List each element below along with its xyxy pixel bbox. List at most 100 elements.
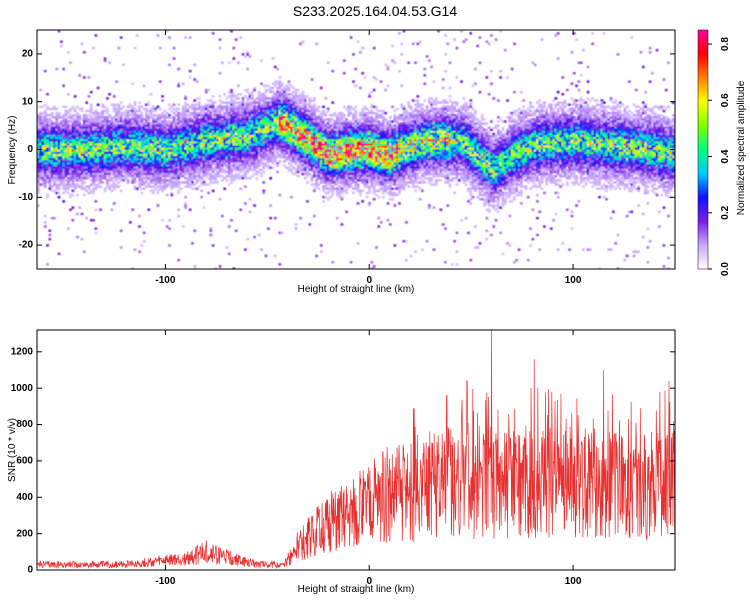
- heatmap-cell: [60, 172, 63, 176]
- heatmap-cell: [117, 120, 121, 123]
- heatmap-cell: [198, 141, 201, 144]
- heatmap-cell: [177, 214, 180, 218]
- heatmap-cell: [46, 168, 49, 172]
- heatmap-cell: [260, 128, 263, 132]
- heatmap-cell: [225, 124, 229, 127]
- heatmap-cell: [186, 181, 190, 184]
- heatmap-cell: [62, 160, 65, 163]
- heatmap-cell: [324, 141, 328, 144]
- heatmap-cell: [216, 137, 220, 140]
- heatmap-cell: [92, 189, 95, 193]
- heatmap-cell: [227, 109, 231, 113]
- heatmap-cell: [216, 139, 220, 142]
- heatmap-cell: [317, 149, 321, 153]
- heatmap-cell: [76, 153, 79, 157]
- heatmap-cell: [131, 143, 134, 146]
- heatmap-cell: [296, 158, 300, 161]
- heatmap-cell: [262, 158, 266, 161]
- heatmap-cell: [43, 181, 47, 184]
- heatmap-cell: [299, 42, 302, 46]
- heatmap-cell: [255, 132, 259, 136]
- heatmap-cell: [126, 147, 130, 151]
- heatmap-cell: [99, 120, 102, 123]
- heatmap-cell: [234, 156, 238, 159]
- heatmap-cell: [145, 124, 148, 127]
- heatmap-cell: [262, 164, 266, 167]
- heatmap-cell: [324, 195, 328, 199]
- heatmap-cell: [92, 170, 95, 174]
- heatmap-cell: [253, 128, 256, 132]
- heatmap-cell: [253, 204, 256, 207]
- heatmap-cell: [103, 137, 107, 140]
- heatmap-cell: [188, 156, 192, 159]
- heatmap-cell: [62, 168, 65, 172]
- heatmap-cell: [278, 90, 282, 94]
- heatmap-cell: [83, 126, 86, 130]
- heatmap-cell: [287, 95, 291, 98]
- heatmap-cell: [133, 170, 137, 174]
- heatmap-cell: [225, 137, 229, 140]
- heatmap-cell: [133, 141, 137, 144]
- heatmap-cell: [46, 107, 49, 111]
- heatmap-cell: [214, 101, 217, 104]
- heatmap-cell: [106, 153, 109, 157]
- heatmap-cell: [154, 181, 157, 184]
- heatmap-cell: [246, 151, 249, 155]
- heatmap-cell: [253, 158, 256, 161]
- heatmap-cell: [147, 139, 151, 142]
- heatmap-cell: [244, 105, 247, 109]
- heatmap-cell: [209, 172, 213, 176]
- heatmap-cell: [60, 149, 63, 153]
- heatmap-cell: [211, 122, 215, 125]
- heatmap-cell: [287, 107, 291, 111]
- heatmap-cell: [99, 135, 102, 138]
- heatmap-cell: [324, 132, 328, 136]
- heatmap-cell: [184, 105, 187, 109]
- heatmap-cell: [147, 166, 151, 169]
- heatmap-cell: [80, 162, 84, 165]
- heatmap-cell: [310, 116, 314, 119]
- heatmap-cell: [92, 126, 95, 130]
- heatmap-cell: [87, 162, 91, 165]
- heatmap-cell: [66, 93, 70, 96]
- heatmap-cell: [78, 206, 82, 209]
- figure-title: S233.2025.164.04.53.G14: [293, 3, 457, 19]
- heatmap-cell: [326, 198, 330, 201]
- heatmap-cell: [76, 166, 79, 169]
- heatmap-cell: [170, 132, 174, 136]
- heatmap-cell: [60, 137, 63, 140]
- heatmap-cell: [131, 147, 134, 151]
- heatmap-cell: [326, 151, 330, 155]
- heatmap-cell: [204, 103, 208, 106]
- heatmap-cell: [214, 162, 217, 165]
- heatmap-cell: [230, 219, 233, 222]
- heatmap-cell: [202, 160, 206, 163]
- heatmap-cell: [301, 153, 305, 157]
- heatmap-cell: [225, 170, 229, 174]
- heatmap-cell: [175, 128, 178, 132]
- heatmap-cell: [280, 111, 284, 115]
- heatmap-cell: [149, 151, 153, 155]
- heatmap-cell: [248, 145, 252, 148]
- heatmap-cell: [241, 162, 245, 165]
- heatmap-cell: [145, 111, 148, 115]
- heatmap-cell: [129, 139, 132, 142]
- heatmap-cell: [73, 147, 77, 151]
- heatmap-cell: [234, 111, 238, 115]
- heatmap-cell: [209, 126, 213, 130]
- heatmap-cell: [313, 109, 316, 113]
- heatmap-cell: [331, 170, 335, 174]
- heatmap-cell: [163, 179, 167, 182]
- heatmap-cell: [55, 126, 59, 130]
- heatmap-cell: [287, 137, 291, 140]
- heatmap-cell: [142, 107, 146, 111]
- heatmap-cell: [230, 156, 233, 159]
- heatmap-cell: [186, 120, 190, 123]
- heatmap-cell: [149, 158, 153, 161]
- heatmap-cell: [94, 124, 98, 127]
- heatmap-cell: [175, 145, 178, 148]
- heatmap-cell: [83, 114, 86, 117]
- heatmap-cell: [237, 118, 240, 121]
- heatmap-cell: [232, 116, 236, 119]
- heatmap-cell: [163, 181, 167, 184]
